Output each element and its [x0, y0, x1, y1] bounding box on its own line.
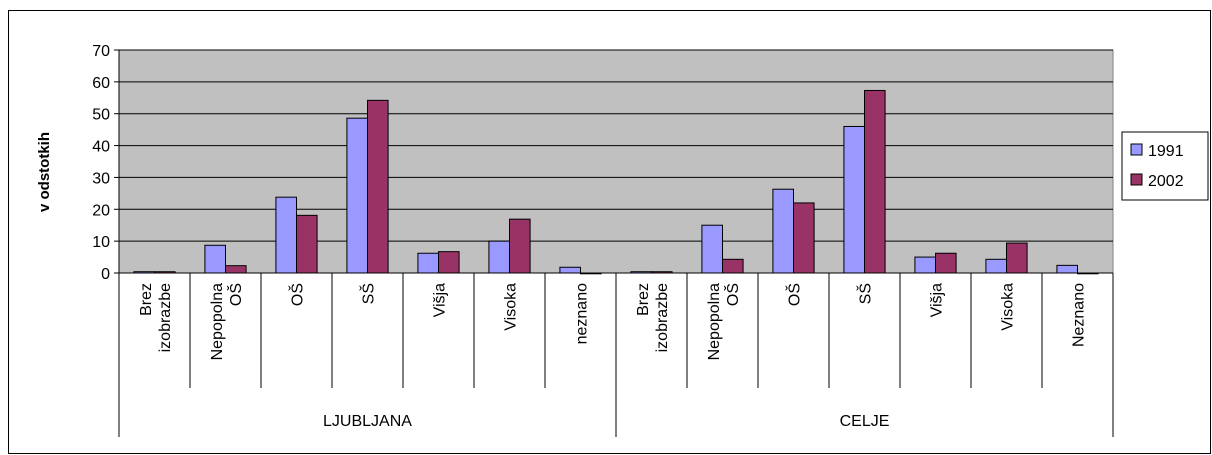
bar-1991	[1056, 264, 1079, 274]
group-label: CELJE	[840, 413, 890, 430]
bar-2002	[367, 99, 389, 274]
bar-1991	[488, 240, 511, 274]
bar-1991	[559, 266, 581, 274]
category-label: neznano	[574, 283, 591, 344]
category-label: Višja	[432, 283, 449, 317]
category-label: Višja	[929, 283, 946, 317]
bar-2002	[651, 271, 673, 274]
y-tick-label: 50	[92, 107, 110, 124]
bar-2002	[509, 218, 531, 274]
bar-1991	[985, 258, 1007, 274]
bar-1991	[914, 256, 936, 274]
y-tick-label: 60	[92, 75, 110, 92]
bar-1991	[630, 271, 652, 274]
bar-2002	[154, 271, 176, 274]
bar-chart: 0 10 20 30 40 50 60 70 Brez izobrazbe Nepopolna OŠ O…	[36, 43, 1209, 437]
bar-1991	[843, 125, 865, 274]
bar-1991	[701, 224, 723, 274]
bar-1991	[204, 244, 227, 274]
y-axis-title: v odstotkih	[36, 132, 53, 212]
chart-frame: 0 10 20 30 40 50 60 70 Brez izobrazbe Nepopolna OŠ O…	[8, 10, 1211, 454]
category-label: Brez izobrazbe	[635, 283, 671, 352]
bar-2002	[225, 265, 247, 274]
legend-swatch-2002	[1130, 173, 1143, 186]
category-label: Visoka	[1000, 283, 1017, 331]
bar-2002	[935, 252, 957, 274]
category-label: Nepopolna OŠ	[706, 283, 742, 361]
category-label: SŠ	[856, 283, 875, 304]
category-label: OŠ	[288, 283, 307, 306]
bar-1991	[417, 252, 440, 274]
category-label: Visoka	[503, 283, 520, 331]
y-tick-label: 20	[92, 202, 110, 219]
legend-label: 2002	[1148, 173, 1184, 190]
bar-1991	[133, 271, 156, 274]
legend-label: 1991	[1148, 143, 1184, 160]
bar-2002	[438, 251, 460, 274]
bar-1991	[346, 117, 369, 274]
y-tick-label: 0	[101, 266, 110, 283]
bar-2002	[580, 272, 602, 275]
group-label: LJUBLJANA	[323, 413, 412, 430]
bar-2002	[1077, 272, 1099, 275]
legend-swatch-1991	[1130, 143, 1143, 156]
bar-1991	[275, 196, 298, 274]
category-label: OŠ	[785, 283, 804, 306]
bar-2002	[793, 202, 815, 274]
bar-2002	[296, 214, 318, 274]
category-label: Neznano	[1071, 283, 1088, 347]
category-label: Brez izobrazbe	[138, 283, 174, 352]
y-tick-label: 10	[92, 234, 110, 251]
bar-2002	[722, 258, 744, 274]
bar-1991	[772, 188, 794, 274]
plot-area	[118, 49, 1114, 274]
bar-2002	[864, 89, 886, 274]
y-tick-label: 40	[92, 139, 110, 156]
category-label: Nepopolna OŠ	[209, 283, 245, 361]
bar-2002	[1006, 242, 1028, 274]
y-tick-label: 70	[92, 43, 110, 60]
y-tick-label: 30	[92, 170, 110, 187]
legend-box	[1121, 131, 1209, 201]
category-label: SŠ	[359, 283, 378, 304]
